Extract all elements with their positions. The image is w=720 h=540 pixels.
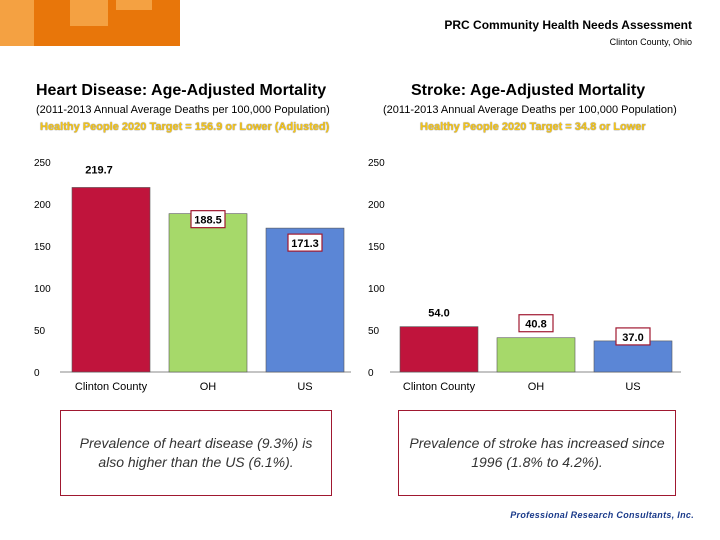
data-label: 188.5 xyxy=(194,215,222,227)
data-label-box xyxy=(287,233,323,252)
data-label: 219.7 xyxy=(85,164,113,176)
heart-note-box: Prevalence of heart disease (9.3%) is al… xyxy=(60,410,332,496)
bar-oh xyxy=(496,337,576,373)
data-label: 40.8 xyxy=(525,319,546,331)
stroke-target-text: Healthy People 2020 Target = 34.8 or Low… xyxy=(420,121,646,133)
prc-logo-block xyxy=(0,0,180,46)
bar-clinton-county xyxy=(71,187,151,373)
data-label-box xyxy=(190,210,226,229)
bar-clinton-county xyxy=(399,326,479,373)
y-tick-label: 50 xyxy=(368,326,380,337)
y-tick-label: 200 xyxy=(368,200,385,211)
logo-square-3 xyxy=(116,0,152,10)
data-label-box xyxy=(615,327,651,346)
data-label: 37.0 xyxy=(622,332,643,344)
category-label: US xyxy=(297,381,312,393)
category-label: Clinton County xyxy=(403,381,476,393)
y-tick-label: 250 xyxy=(34,158,51,169)
report-title: PRC Community Health Needs Assessment xyxy=(444,18,692,32)
stroke-note-text: Prevalence of stroke has increased since… xyxy=(409,435,665,470)
stroke-note-box: Prevalence of stroke has increased since… xyxy=(398,410,676,496)
heart-chart-title: Heart Disease: Age-Adjusted Mortality xyxy=(36,82,327,99)
y-tick-label: 0 xyxy=(368,368,374,379)
stroke-chart-title: Stroke: Age-Adjusted Mortality xyxy=(411,82,646,99)
bar-us xyxy=(593,340,673,373)
category-label: Clinton County xyxy=(75,381,148,393)
data-label: 54.0 xyxy=(428,308,449,320)
y-tick-label: 150 xyxy=(368,242,385,253)
data-label: 171.3 xyxy=(291,238,319,250)
logo-square-1 xyxy=(0,0,34,46)
y-tick-label: 50 xyxy=(34,326,46,337)
stroke-chart: 0 50 100 150 200 250 54.0 Clinton County 40.8 OH 3… xyxy=(368,158,681,393)
heart-disease-chart: 0 50 100 150 200 250 219.7 Clinton County 188.5 O… xyxy=(34,158,351,393)
prc-footer-logo: Professional Research Consultants, Inc. xyxy=(510,510,694,520)
heart-note-text: Prevalence of heart disease (9.3%) is al… xyxy=(79,435,313,470)
category-label: OH xyxy=(200,381,217,393)
category-label: US xyxy=(625,381,640,393)
data-label-box xyxy=(518,314,554,333)
y-tick-label: 200 xyxy=(34,200,51,211)
bar-oh xyxy=(168,213,248,373)
stroke-chart-subtitle: (2011-2013 Annual Average Deaths per 100… xyxy=(383,104,677,116)
bar-us xyxy=(265,227,345,373)
y-tick-label: 150 xyxy=(34,242,51,253)
y-tick-label: 250 xyxy=(368,158,385,169)
heart-target-text: Healthy People 2020 Target = 156.9 or Lo… xyxy=(40,121,330,133)
category-label: OH xyxy=(528,381,545,393)
y-tick-label: 100 xyxy=(34,284,51,295)
logo-square-2 xyxy=(70,0,108,26)
y-tick-label: 0 xyxy=(34,368,40,379)
heart-chart-subtitle: (2011-2013 Annual Average Deaths per 100… xyxy=(36,104,330,116)
report-location: Clinton County, Ohio xyxy=(609,37,692,47)
y-tick-label: 100 xyxy=(368,284,385,295)
